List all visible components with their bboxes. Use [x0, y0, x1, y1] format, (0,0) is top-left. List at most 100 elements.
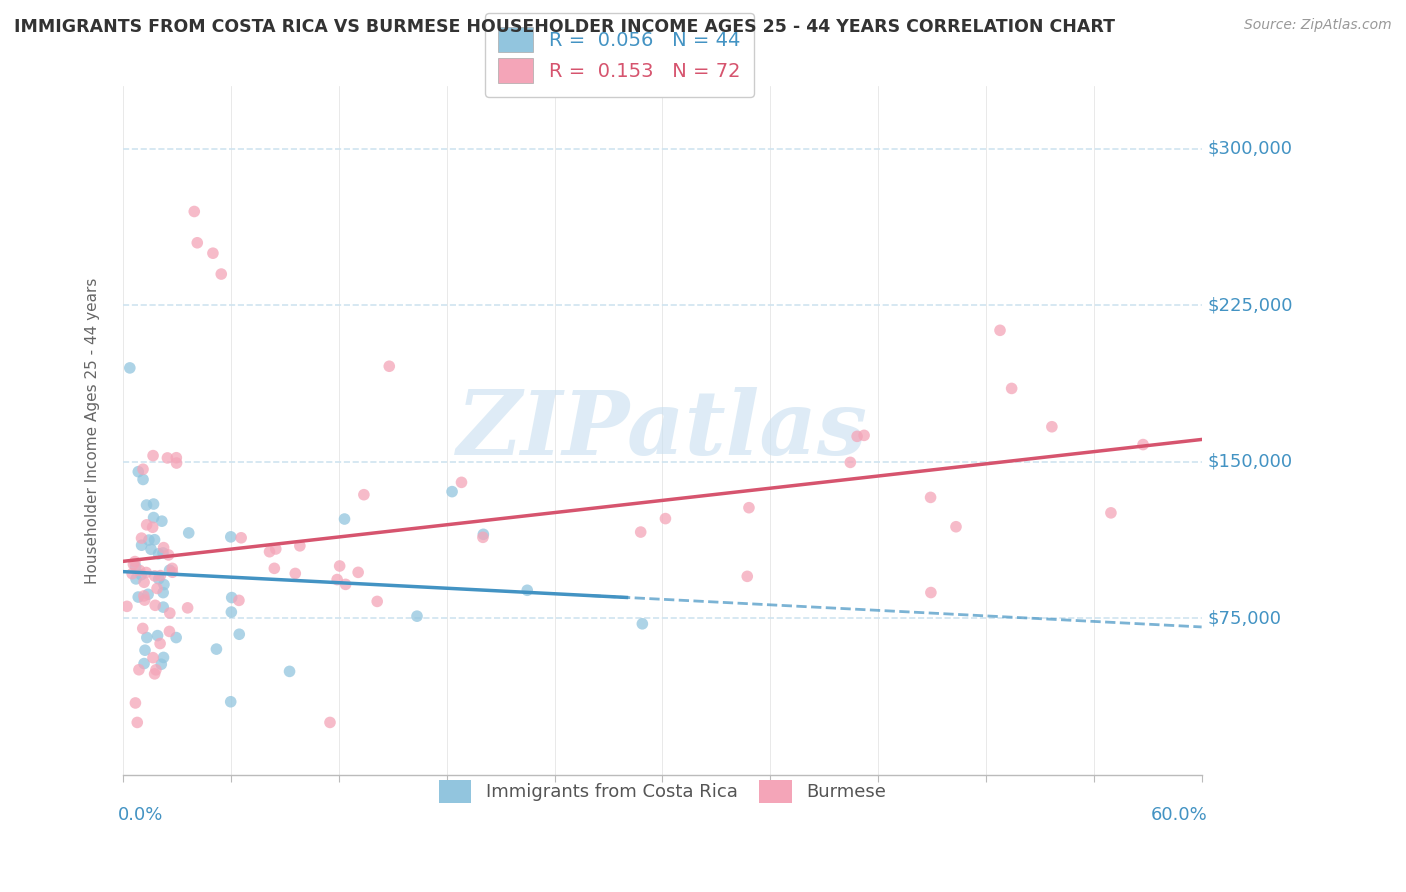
Point	[406, 609, 429, 624]
Point	[134, 643, 156, 657]
Point	[378, 359, 401, 374]
Point	[115, 599, 138, 614]
Text: $150,000: $150,000	[1206, 453, 1292, 471]
Text: $75,000: $75,000	[1206, 609, 1281, 627]
Text: 60.0%: 60.0%	[1150, 805, 1206, 823]
Point	[153, 577, 176, 591]
Point	[143, 533, 166, 547]
Point	[228, 627, 250, 641]
Point	[135, 498, 157, 512]
Point	[1040, 419, 1063, 434]
Point	[150, 657, 173, 672]
Point	[335, 577, 357, 591]
Point	[146, 582, 169, 596]
Text: Source: ZipAtlas.com: Source: ZipAtlas.com	[1244, 18, 1392, 32]
Point	[160, 561, 183, 575]
Point	[157, 624, 180, 639]
Point	[131, 538, 153, 552]
Point	[219, 695, 242, 709]
Point	[146, 629, 169, 643]
Legend: Immigrants from Costa Rica, Burmese: Immigrants from Costa Rica, Burmese	[432, 772, 893, 810]
Point	[127, 465, 149, 479]
Point	[127, 590, 149, 604]
Point	[165, 450, 187, 465]
Point	[231, 531, 253, 545]
Point	[149, 568, 172, 582]
Point	[988, 323, 1011, 337]
Point	[441, 484, 464, 499]
Point	[209, 267, 232, 281]
Point	[118, 360, 141, 375]
Point	[139, 542, 162, 557]
Point	[333, 512, 356, 526]
Text: ZIPatlas: ZIPatlas	[457, 387, 868, 474]
Point	[450, 475, 472, 490]
Point	[124, 555, 146, 569]
Point	[735, 569, 758, 583]
Point	[122, 558, 145, 572]
Point	[135, 517, 157, 532]
Point	[132, 473, 155, 487]
Point	[221, 591, 243, 605]
Point	[162, 566, 184, 580]
Point	[124, 696, 146, 710]
Point	[142, 510, 165, 524]
Point	[165, 631, 187, 645]
Point	[326, 573, 349, 587]
Point	[142, 497, 165, 511]
Point	[149, 636, 172, 650]
Point	[205, 642, 228, 657]
Point	[135, 631, 157, 645]
Point	[132, 589, 155, 603]
Point	[1099, 506, 1122, 520]
Point	[142, 449, 165, 463]
Point	[143, 569, 166, 583]
Point	[129, 567, 152, 582]
Point	[125, 572, 148, 586]
Point	[319, 715, 342, 730]
Point	[846, 429, 869, 443]
Point	[259, 545, 281, 559]
Point	[654, 511, 676, 525]
Point	[150, 514, 173, 528]
Point	[159, 563, 181, 577]
Point	[186, 235, 208, 250]
Text: IMMIGRANTS FROM COSTA RICA VS BURMESE HOUSEHOLDER INCOME AGES 25 - 44 YEARS CORR: IMMIGRANTS FROM COSTA RICA VS BURMESE HO…	[14, 18, 1115, 36]
Point	[135, 566, 157, 580]
Point	[128, 663, 150, 677]
Point	[148, 547, 170, 561]
Point	[219, 530, 242, 544]
Point	[288, 539, 311, 553]
Point	[131, 531, 153, 545]
Point	[132, 462, 155, 476]
Point	[152, 650, 174, 665]
Point	[221, 605, 243, 619]
Point	[152, 600, 174, 615]
Text: $225,000: $225,000	[1206, 296, 1292, 314]
Point	[353, 488, 375, 502]
Point	[132, 657, 155, 671]
Point	[630, 524, 652, 539]
Y-axis label: Householder Income Ages 25 - 44 years: Householder Income Ages 25 - 44 years	[86, 277, 100, 583]
Point	[263, 561, 285, 575]
Point	[177, 525, 200, 540]
Text: 0.0%: 0.0%	[118, 805, 163, 823]
Point	[148, 572, 170, 586]
Point	[132, 622, 155, 636]
Point	[920, 585, 942, 599]
Point	[278, 665, 301, 679]
Point	[143, 666, 166, 681]
Point	[121, 566, 143, 581]
Point	[945, 520, 967, 534]
Point	[134, 593, 156, 607]
Point	[471, 530, 494, 544]
Point	[920, 491, 942, 505]
Point	[156, 450, 179, 465]
Point	[1132, 437, 1154, 451]
Point	[183, 204, 205, 219]
Point	[228, 593, 250, 607]
Point	[264, 541, 287, 556]
Point	[1001, 381, 1024, 395]
Point	[738, 500, 761, 515]
Point	[152, 546, 174, 560]
